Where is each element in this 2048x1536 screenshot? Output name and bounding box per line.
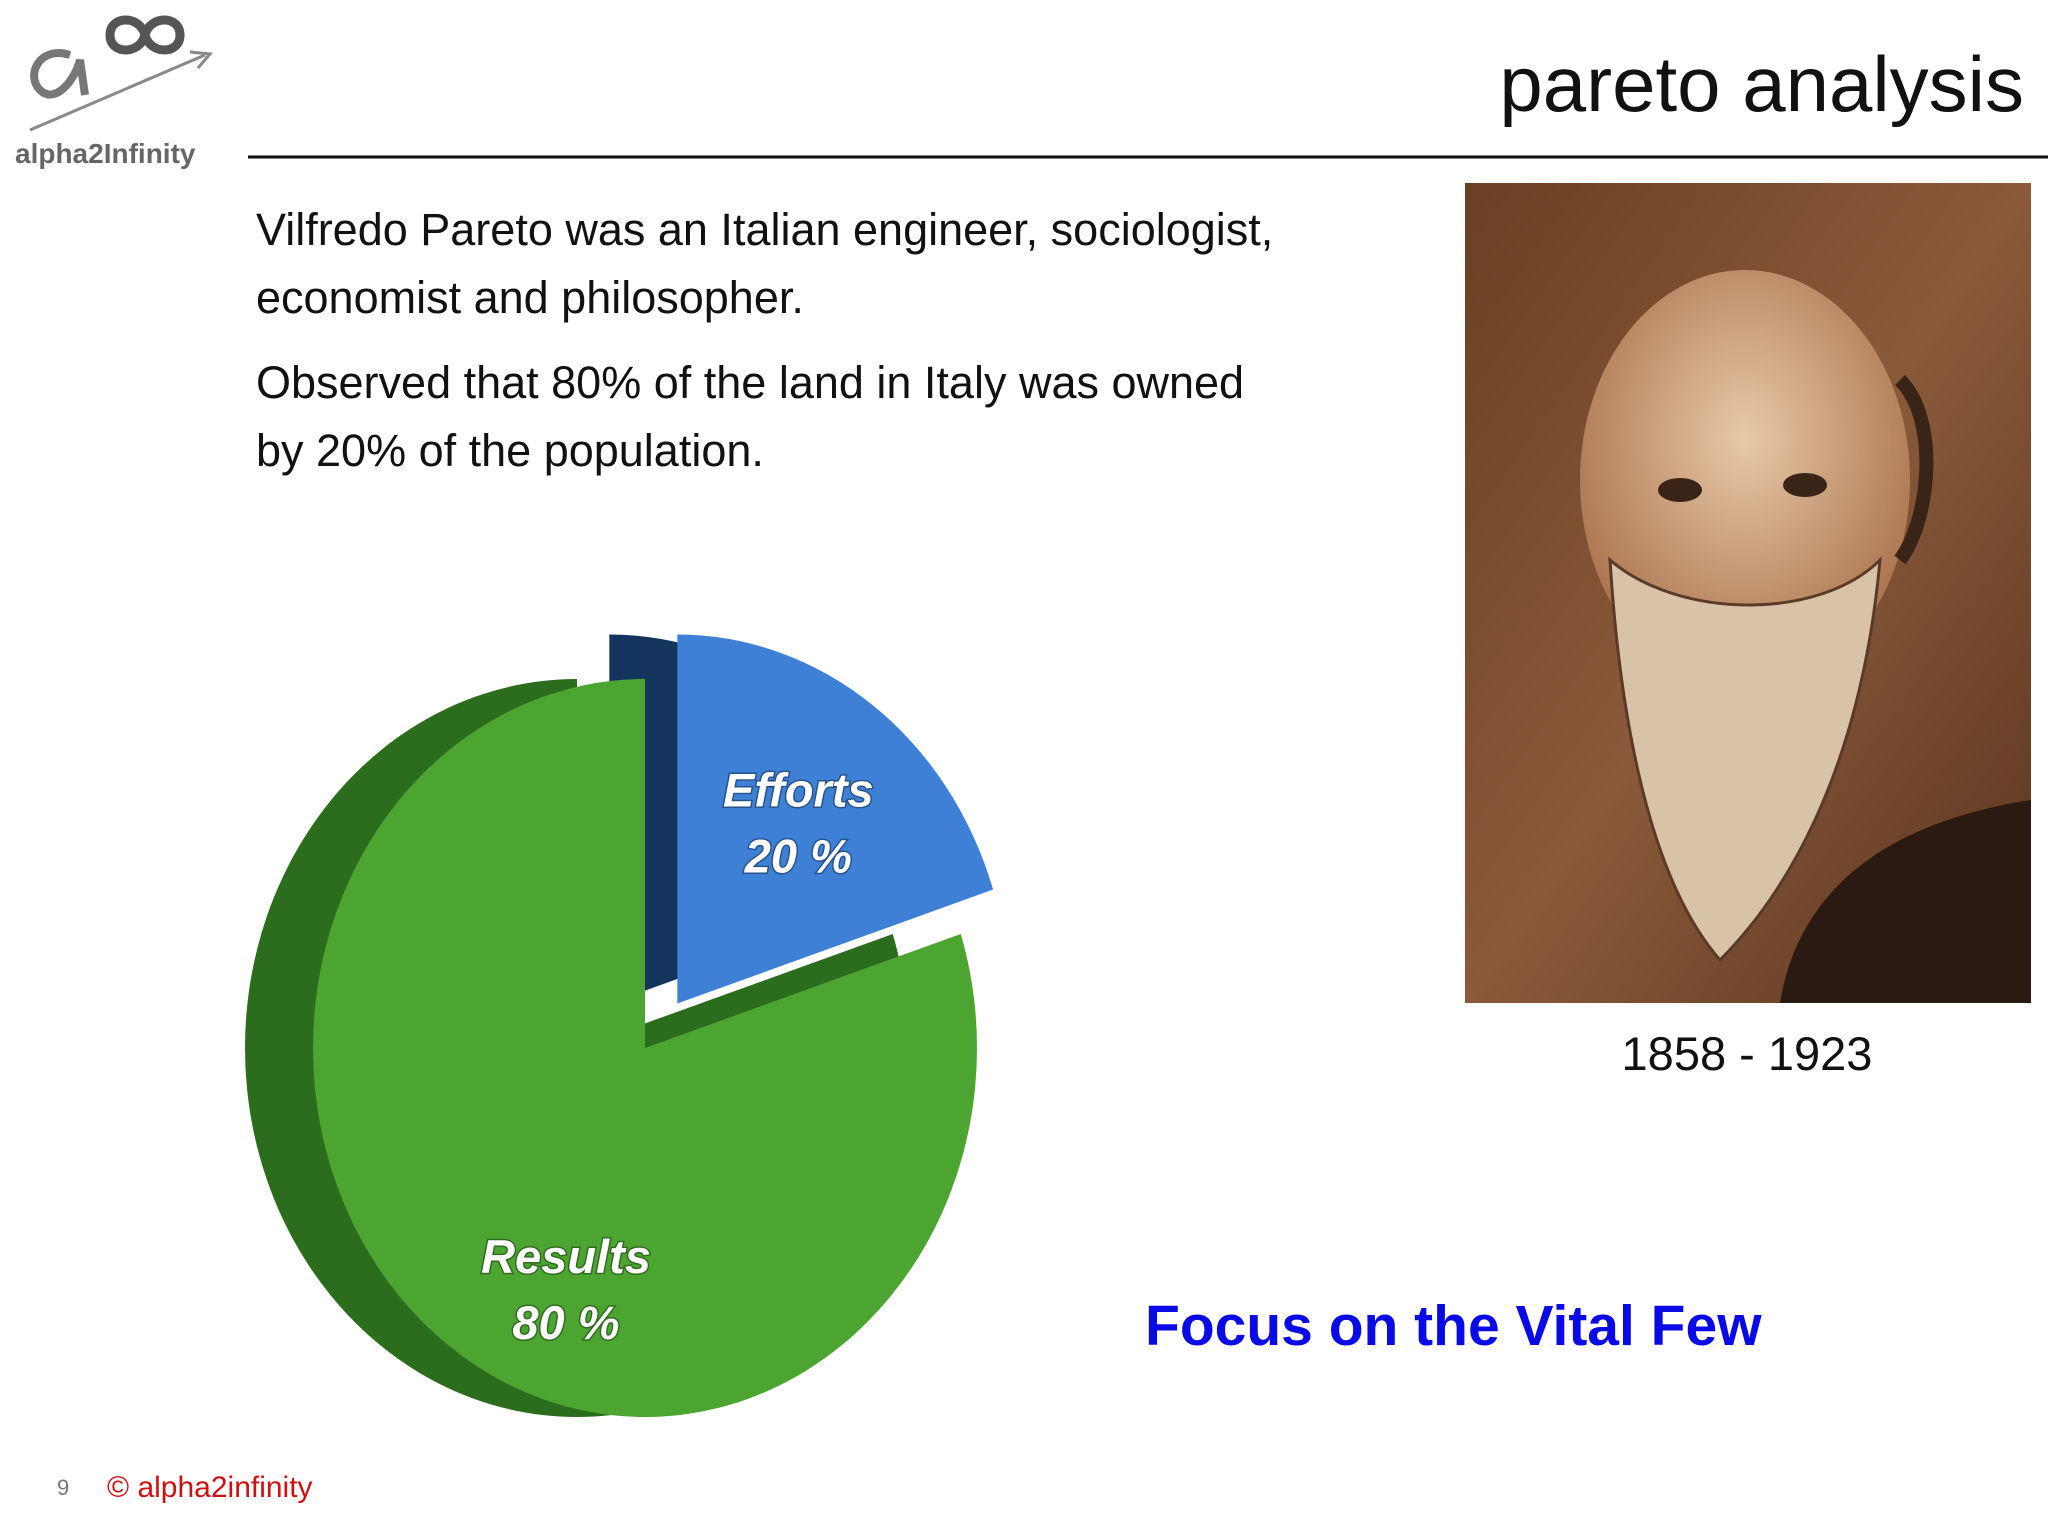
page-number: 9 <box>57 1475 69 1500</box>
paragraph-line: by 20% of the population. <box>256 425 764 476</box>
portrait-hair <box>1894 375 1934 565</box>
portrait-eye <box>1783 473 1827 497</box>
portrait-coat <box>1780 800 2031 1003</box>
pie-slice <box>677 634 994 1004</box>
pie-label-value: 80 % <box>512 1296 619 1349</box>
logo-arrow <box>29 50 214 132</box>
portrait-eye <box>1658 478 1702 502</box>
portrait-caption: 1858 - 1923 <box>1622 1027 1873 1080</box>
pie-label-category: Results <box>481 1230 651 1283</box>
paragraph-line: Observed that 80% of the land in Italy w… <box>256 357 1244 408</box>
paragraph-line: Vilfredo Pareto was an Italian engineer,… <box>256 204 1273 255</box>
portrait-beard <box>1608 556 1882 963</box>
logo-infinity <box>105 15 185 55</box>
pie-label-category: Efforts <box>723 763 874 816</box>
callout: Focus on the Vital Few <box>1145 1294 1762 1358</box>
logo: alpha2Infinity <box>15 15 214 169</box>
logo-text: alpha2Infinity <box>15 138 196 169</box>
pie-label-value: 20 % <box>744 829 852 882</box>
copyright: © alpha2infinity <box>107 1471 313 1504</box>
portrait <box>1465 183 2031 1003</box>
pie-chart: Efforts 20 % Results 80 % <box>244 634 994 1417</box>
logo-alpha <box>30 49 89 99</box>
slide-title: pareto analysis <box>1499 40 2024 128</box>
pie-slice <box>312 679 977 1417</box>
paragraph-line: economist and philosopher. <box>256 272 804 323</box>
portrait-head <box>1580 270 1910 690</box>
